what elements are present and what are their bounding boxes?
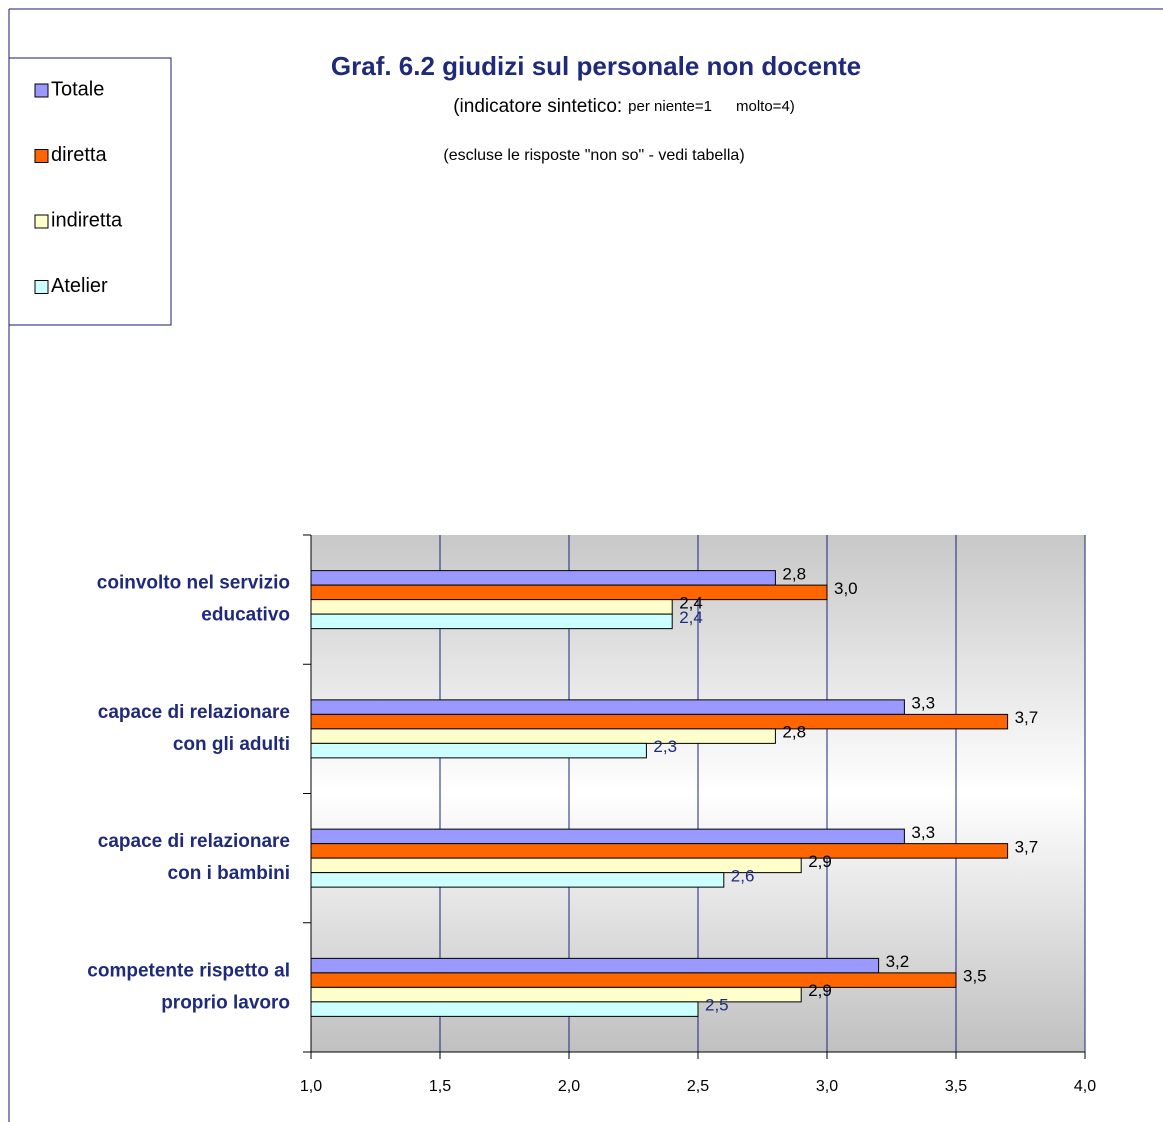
bar (310, 570, 776, 586)
value-label: 2,3 (653, 737, 677, 756)
legend-swatch (34, 214, 49, 229)
value-label: 3,2 (886, 952, 910, 971)
bar (310, 843, 1009, 859)
value-label: 2,5 (705, 996, 729, 1015)
value-label: 3,0 (834, 579, 858, 598)
value-label: 3,3 (911, 694, 935, 713)
legend-label: diretta (51, 144, 107, 166)
subtitle-part: (indicatore sintetico: (453, 96, 622, 117)
category-label: educativo (201, 605, 290, 626)
bar (310, 957, 880, 974)
x-tick-label: 4,0 (1074, 1078, 1096, 1095)
value-label: 2,4 (679, 593, 703, 612)
category-label: con i bambini (168, 863, 290, 884)
category-label: coinvolto nel servizio (97, 573, 290, 594)
category-label: proprio lavoro (161, 992, 290, 1013)
x-tick-label: 2,5 (687, 1078, 709, 1095)
value-label: 3,7 (1015, 837, 1039, 856)
bar (310, 699, 905, 715)
bar (310, 728, 776, 744)
value-label: 3,7 (1015, 708, 1039, 727)
legend-swatch (34, 280, 49, 294)
chart-subtitle: (indicatore sintetico: per niente=1 molto=… (453, 96, 795, 117)
category-label: capace di relazionare (98, 702, 290, 723)
x-tick-label: 1,5 (429, 1078, 451, 1095)
bar (310, 972, 957, 988)
subtitle-part: per niente=1 (628, 98, 712, 115)
bar (310, 872, 725, 888)
bar (310, 599, 673, 615)
legend-box (8, 57, 172, 326)
legend-label: indiretta (51, 209, 123, 231)
value-label: 2,4 (679, 608, 703, 627)
bar (310, 828, 905, 845)
bar (310, 584, 828, 601)
chart-title: Graf. 6.2 giudizi sul personale non doce… (331, 51, 861, 81)
x-tick-label: 2,0 (558, 1078, 580, 1095)
x-tick-label: 3,0 (816, 1078, 838, 1095)
bar (310, 1001, 699, 1017)
value-label: 2,9 (808, 981, 832, 1000)
subtitle-part: molto=4) (736, 98, 795, 115)
chart-note: (escluse le risposte "non so" - vedi tab… (443, 147, 744, 164)
legend-swatch (34, 149, 49, 163)
x-tick-label: 3,5 (945, 1078, 967, 1095)
value-label: 3,3 (911, 823, 935, 842)
category-label: capace di relazionare (98, 831, 290, 852)
value-label: 2,8 (782, 723, 806, 742)
category-label: con gli adulti (173, 734, 290, 755)
category-label: competente rispetto al (87, 960, 290, 981)
value-label: 2,9 (808, 852, 832, 871)
value-label: 2,8 (782, 564, 806, 583)
x-tick-label: 1,0 (300, 1078, 322, 1095)
value-label: 3,5 (963, 967, 987, 986)
legend-label: Totale (51, 78, 104, 100)
legend-label: Atelier (51, 275, 108, 297)
value-label: 2,6 (731, 866, 755, 885)
legend-swatch (34, 83, 49, 98)
bar (310, 713, 1009, 730)
bar (310, 613, 673, 630)
bar (310, 857, 802, 874)
bar (310, 742, 647, 759)
